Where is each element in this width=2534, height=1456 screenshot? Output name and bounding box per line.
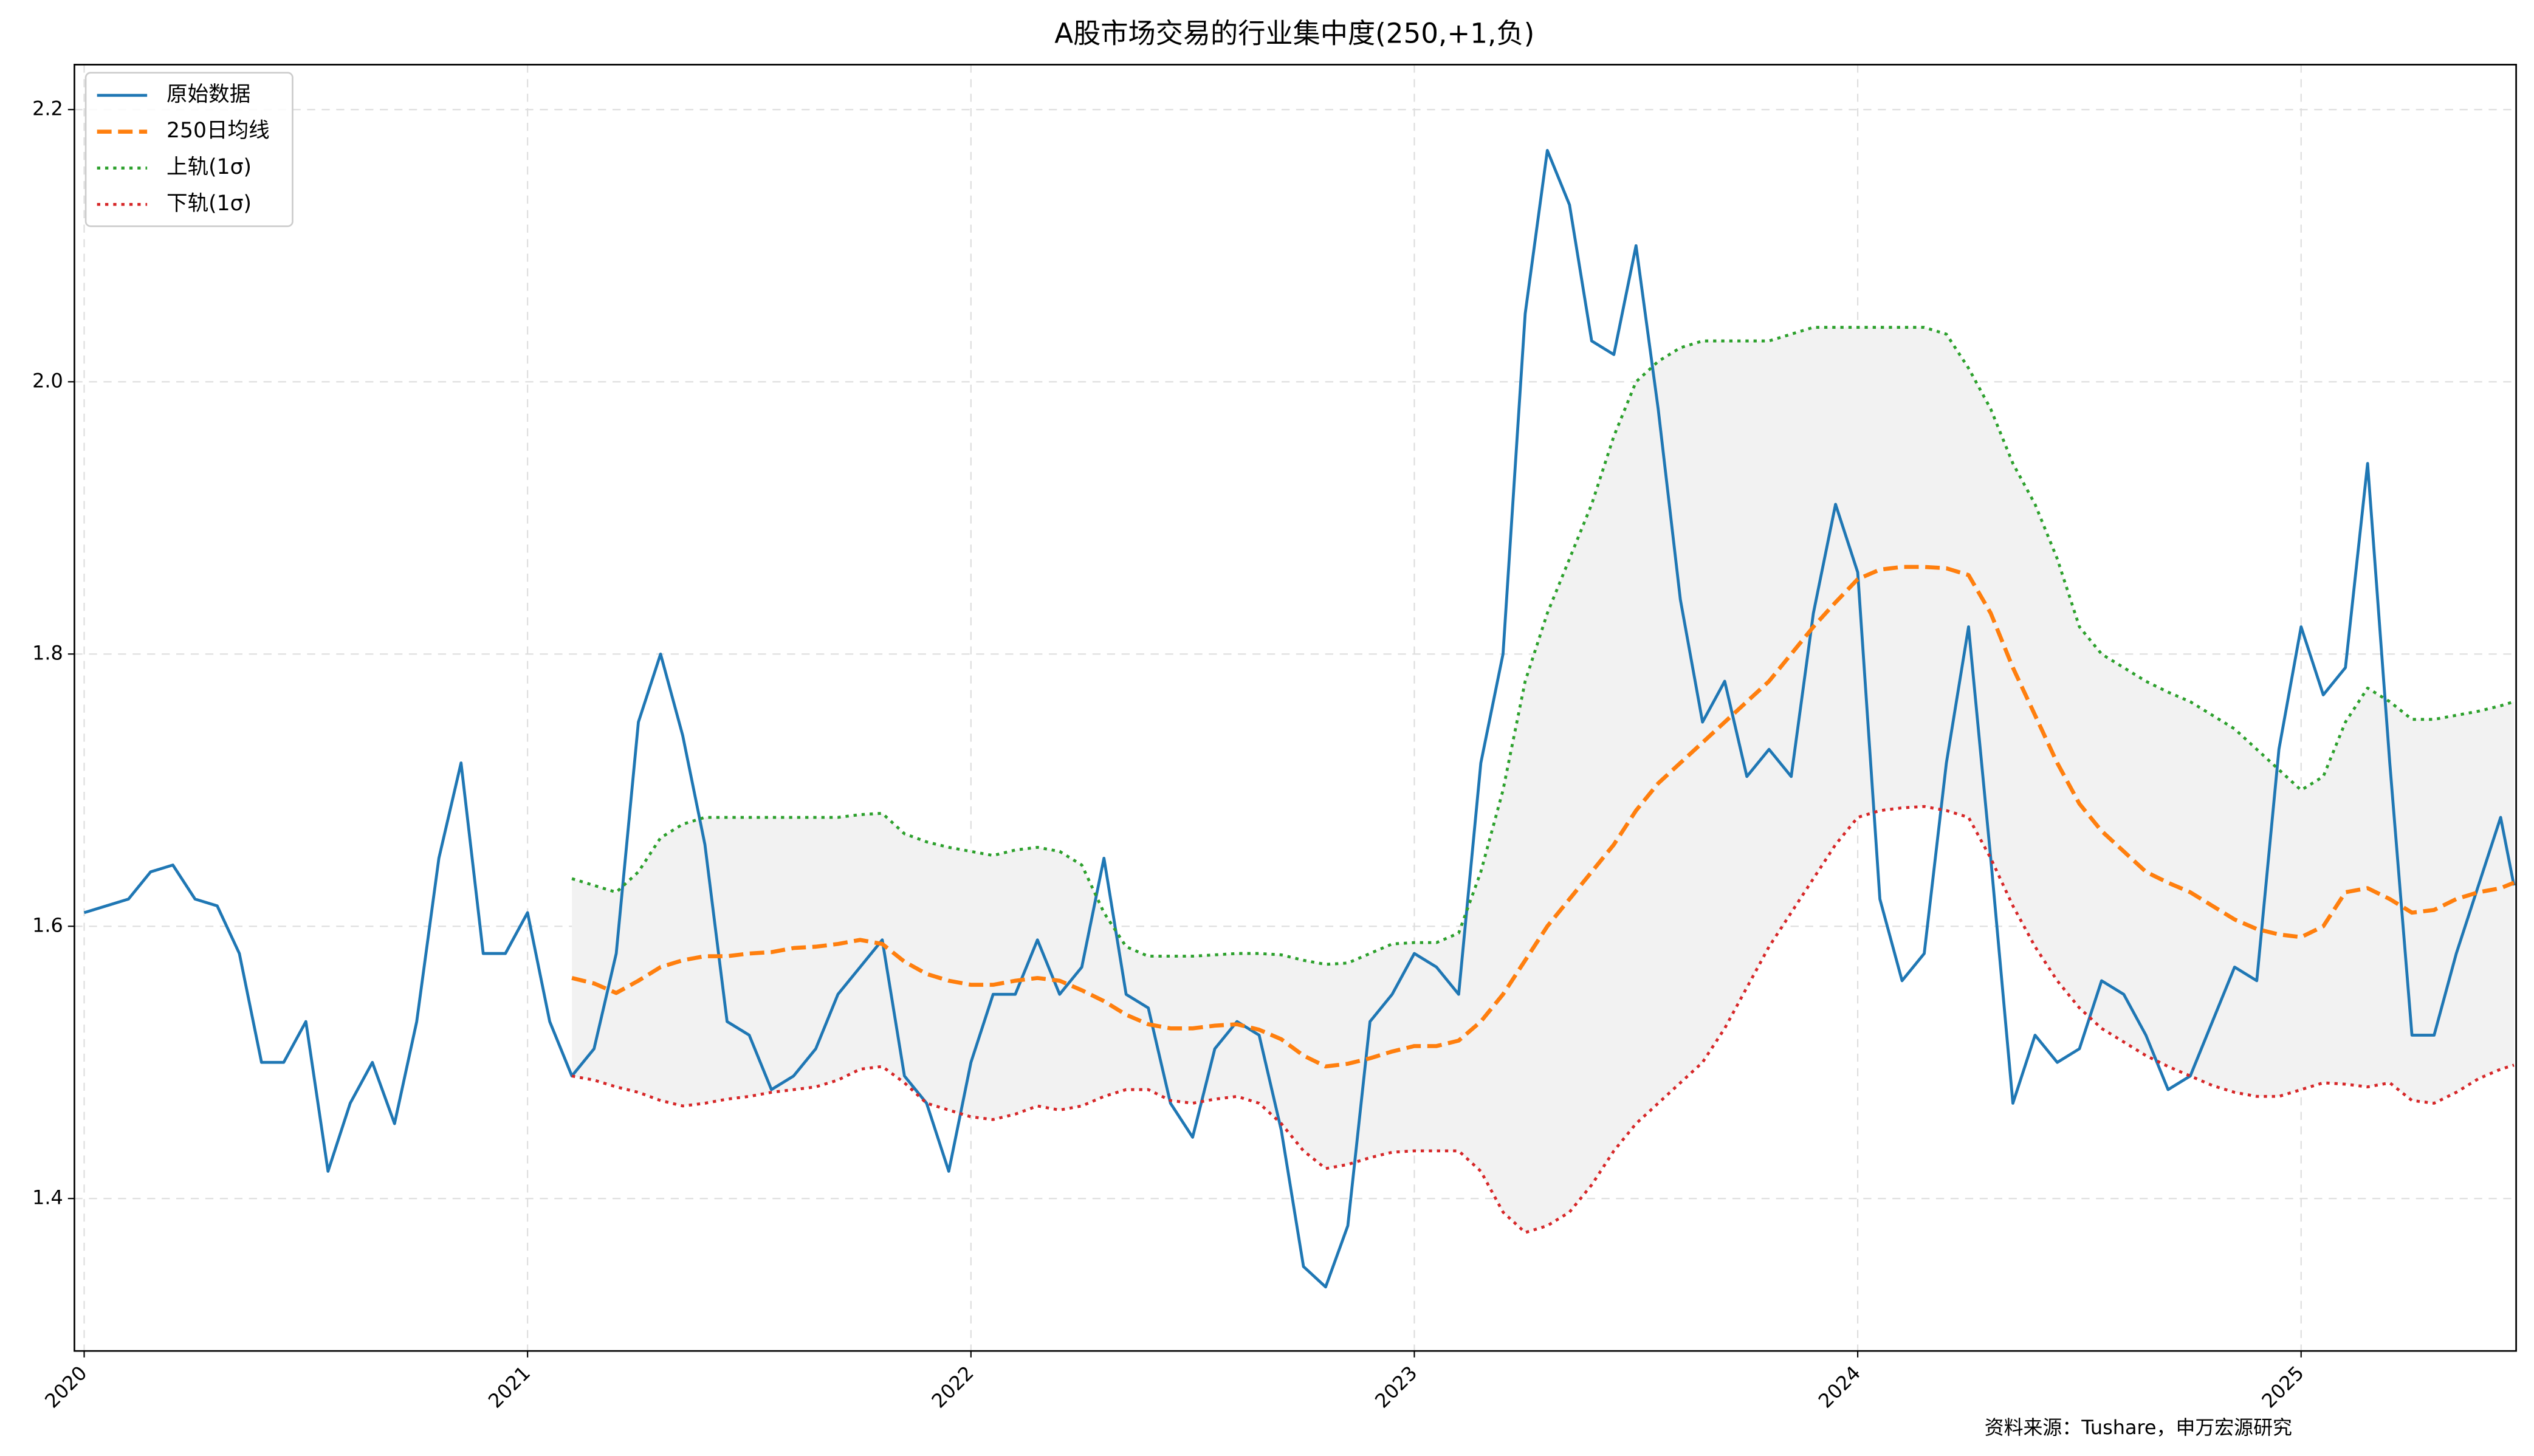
legend-box — [84, 72, 294, 227]
legend-label: 下轨(1σ) — [167, 191, 252, 216]
chart-title: A股市场交易的行业集中度(250,+1,负) — [1054, 18, 1534, 50]
y-tick-label: 1.6 — [32, 913, 63, 936]
legend-label: 上轨(1σ) — [167, 155, 252, 179]
y-tick-label: 2.2 — [32, 97, 63, 120]
legend-label: 250日均线 — [167, 118, 270, 143]
y-tick-label: 2.0 — [32, 369, 63, 392]
legend-label: 原始数据 — [167, 82, 250, 106]
y-tick-label: 1.8 — [32, 641, 63, 664]
y-tick-label: 1.4 — [32, 1186, 63, 1209]
series-line — [571, 565, 2515, 1069]
plot-frame — [74, 64, 2517, 1352]
series-line — [571, 326, 2515, 966]
source-note: 资料来源：Tushare，申万宏源研究 — [1985, 1416, 2292, 1439]
band-fill — [572, 327, 2514, 1233]
series-line — [83, 149, 2516, 1289]
